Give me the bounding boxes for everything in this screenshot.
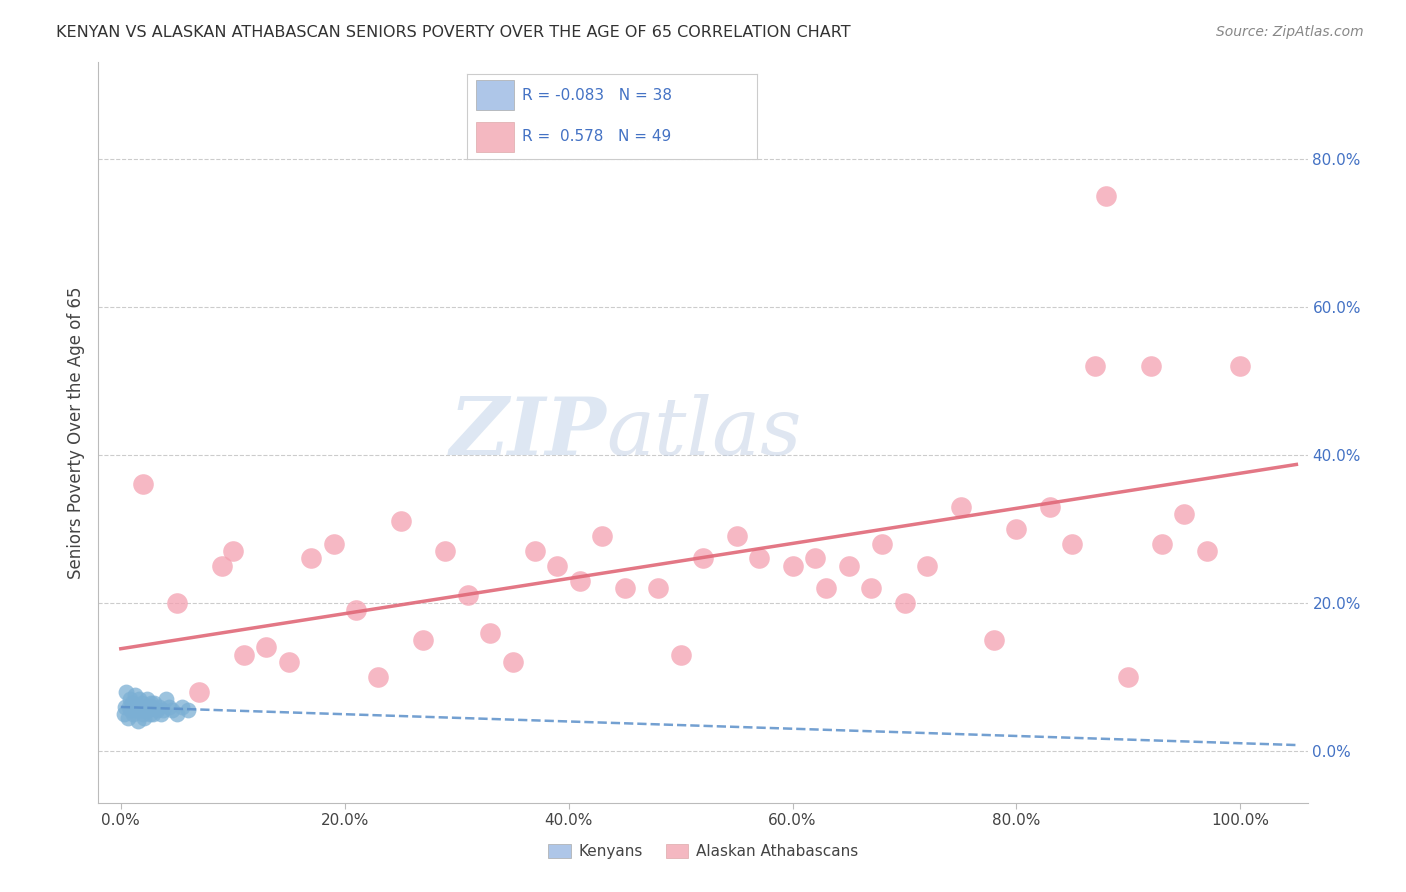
- Point: [134, 699, 156, 714]
- Point: [502, 655, 524, 669]
- Point: [128, 699, 150, 714]
- Point: [124, 689, 146, 703]
- Point: [172, 699, 194, 714]
- Point: [143, 696, 166, 710]
- Point: [129, 703, 152, 717]
- Point: [367, 670, 389, 684]
- Text: ZIP: ZIP: [450, 394, 606, 471]
- Point: [138, 699, 160, 714]
- Point: [1039, 500, 1062, 514]
- Point: [118, 692, 141, 706]
- Point: [115, 685, 138, 699]
- Point: [1118, 670, 1140, 684]
- Point: [134, 711, 156, 725]
- Point: [132, 706, 155, 721]
- Point: [568, 574, 591, 588]
- Point: [1084, 359, 1107, 373]
- Point: [157, 699, 180, 714]
- Point: [152, 703, 174, 717]
- Point: [155, 692, 177, 706]
- Point: [1140, 359, 1163, 373]
- Point: [125, 703, 148, 717]
- Point: [121, 696, 143, 710]
- Point: [117, 711, 139, 725]
- Point: [479, 625, 502, 640]
- Point: [838, 558, 860, 573]
- Point: [299, 551, 322, 566]
- Point: [725, 529, 748, 543]
- Point: [150, 706, 173, 721]
- Text: Source: ZipAtlas.com: Source: ZipAtlas.com: [1216, 25, 1364, 39]
- Point: [322, 536, 344, 550]
- Point: [131, 696, 153, 710]
- Point: [782, 558, 804, 573]
- Point: [1173, 507, 1195, 521]
- Point: [434, 544, 457, 558]
- Point: [983, 632, 1005, 647]
- Point: [136, 703, 159, 717]
- Point: [815, 581, 838, 595]
- Point: [127, 714, 149, 729]
- Point: [344, 603, 367, 617]
- Point: [135, 692, 157, 706]
- Point: [949, 500, 972, 514]
- Point: [748, 551, 770, 566]
- Point: [893, 596, 915, 610]
- Point: [188, 685, 211, 699]
- Point: [389, 515, 412, 529]
- Point: [166, 596, 188, 610]
- Point: [859, 581, 882, 595]
- Point: [166, 706, 188, 721]
- Point: [647, 581, 669, 595]
- Point: [254, 640, 277, 655]
- Point: [546, 558, 568, 573]
- Point: [118, 699, 141, 714]
- Point: [162, 703, 184, 717]
- Point: [591, 529, 613, 543]
- Point: [457, 589, 479, 603]
- Point: [613, 581, 636, 595]
- Point: [141, 699, 163, 714]
- Point: [915, 558, 938, 573]
- Y-axis label: Seniors Poverty Over the Age of 65: Seniors Poverty Over the Age of 65: [66, 286, 84, 579]
- Point: [148, 699, 170, 714]
- Point: [177, 703, 200, 717]
- Point: [132, 477, 155, 491]
- Point: [412, 632, 434, 647]
- Point: [145, 703, 167, 717]
- Point: [122, 699, 145, 714]
- Point: [277, 655, 299, 669]
- Point: [1005, 522, 1028, 536]
- Text: atlas: atlas: [606, 394, 801, 471]
- Point: [112, 706, 135, 721]
- Point: [1195, 544, 1218, 558]
- Point: [1062, 536, 1084, 550]
- Point: [669, 648, 692, 662]
- Point: [1095, 188, 1118, 202]
- Point: [233, 648, 256, 662]
- Point: [120, 703, 142, 717]
- Point: [870, 536, 893, 550]
- Point: [524, 544, 547, 558]
- Text: KENYAN VS ALASKAN ATHABASCAN SENIORS POVERTY OVER THE AGE OF 65 CORRELATION CHAR: KENYAN VS ALASKAN ATHABASCAN SENIORS POV…: [56, 25, 851, 40]
- Point: [122, 706, 145, 721]
- Point: [128, 692, 150, 706]
- Point: [139, 696, 162, 710]
- Point: [692, 551, 714, 566]
- Point: [211, 558, 233, 573]
- Point: [1229, 359, 1251, 373]
- Point: [222, 544, 245, 558]
- Point: [114, 699, 136, 714]
- Point: [139, 706, 162, 721]
- Point: [804, 551, 827, 566]
- Point: [142, 706, 165, 721]
- Point: [1150, 536, 1173, 550]
- Legend: Kenyans, Alaskan Athabascans: Kenyans, Alaskan Athabascans: [541, 838, 865, 865]
